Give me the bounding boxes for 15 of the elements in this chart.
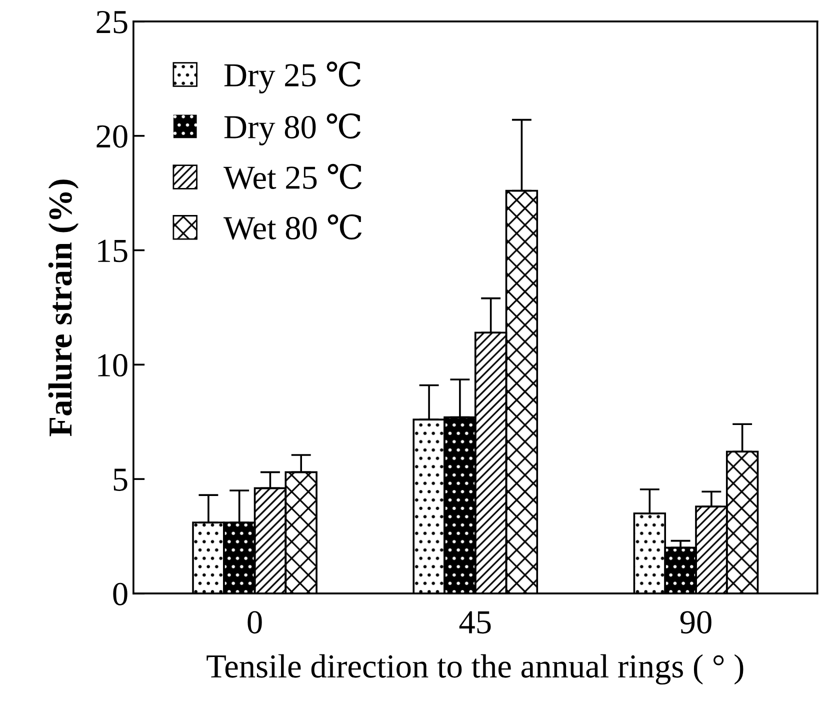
legend-label: Wet 80 ℃ bbox=[223, 214, 362, 240]
y-tick-label: 25 bbox=[96, 10, 128, 34]
y-tick-label: 10 bbox=[98, 354, 128, 377]
y-tick-label: 5 bbox=[114, 468, 128, 491]
x-tick-label: 0 bbox=[248, 611, 262, 634]
y-tick-label: 0 bbox=[113, 582, 128, 606]
y-tick-label: 20 bbox=[96, 125, 128, 148]
x-axis-title: Tensile direction to the annual rings ( ° ) bbox=[206, 654, 744, 685]
x-tick-label: 45 bbox=[459, 611, 491, 634]
x-tick-label: 90 bbox=[680, 611, 712, 634]
legend-label: Dry 80 ℃ bbox=[224, 113, 361, 146]
legend-label: Dry 25 ℃ bbox=[224, 61, 361, 94]
y-axis-title: Failure strain (%) bbox=[48, 180, 79, 436]
y-tick-label: 15 bbox=[98, 240, 128, 262]
legend-label: Wet 25 ℃ bbox=[223, 164, 362, 190]
